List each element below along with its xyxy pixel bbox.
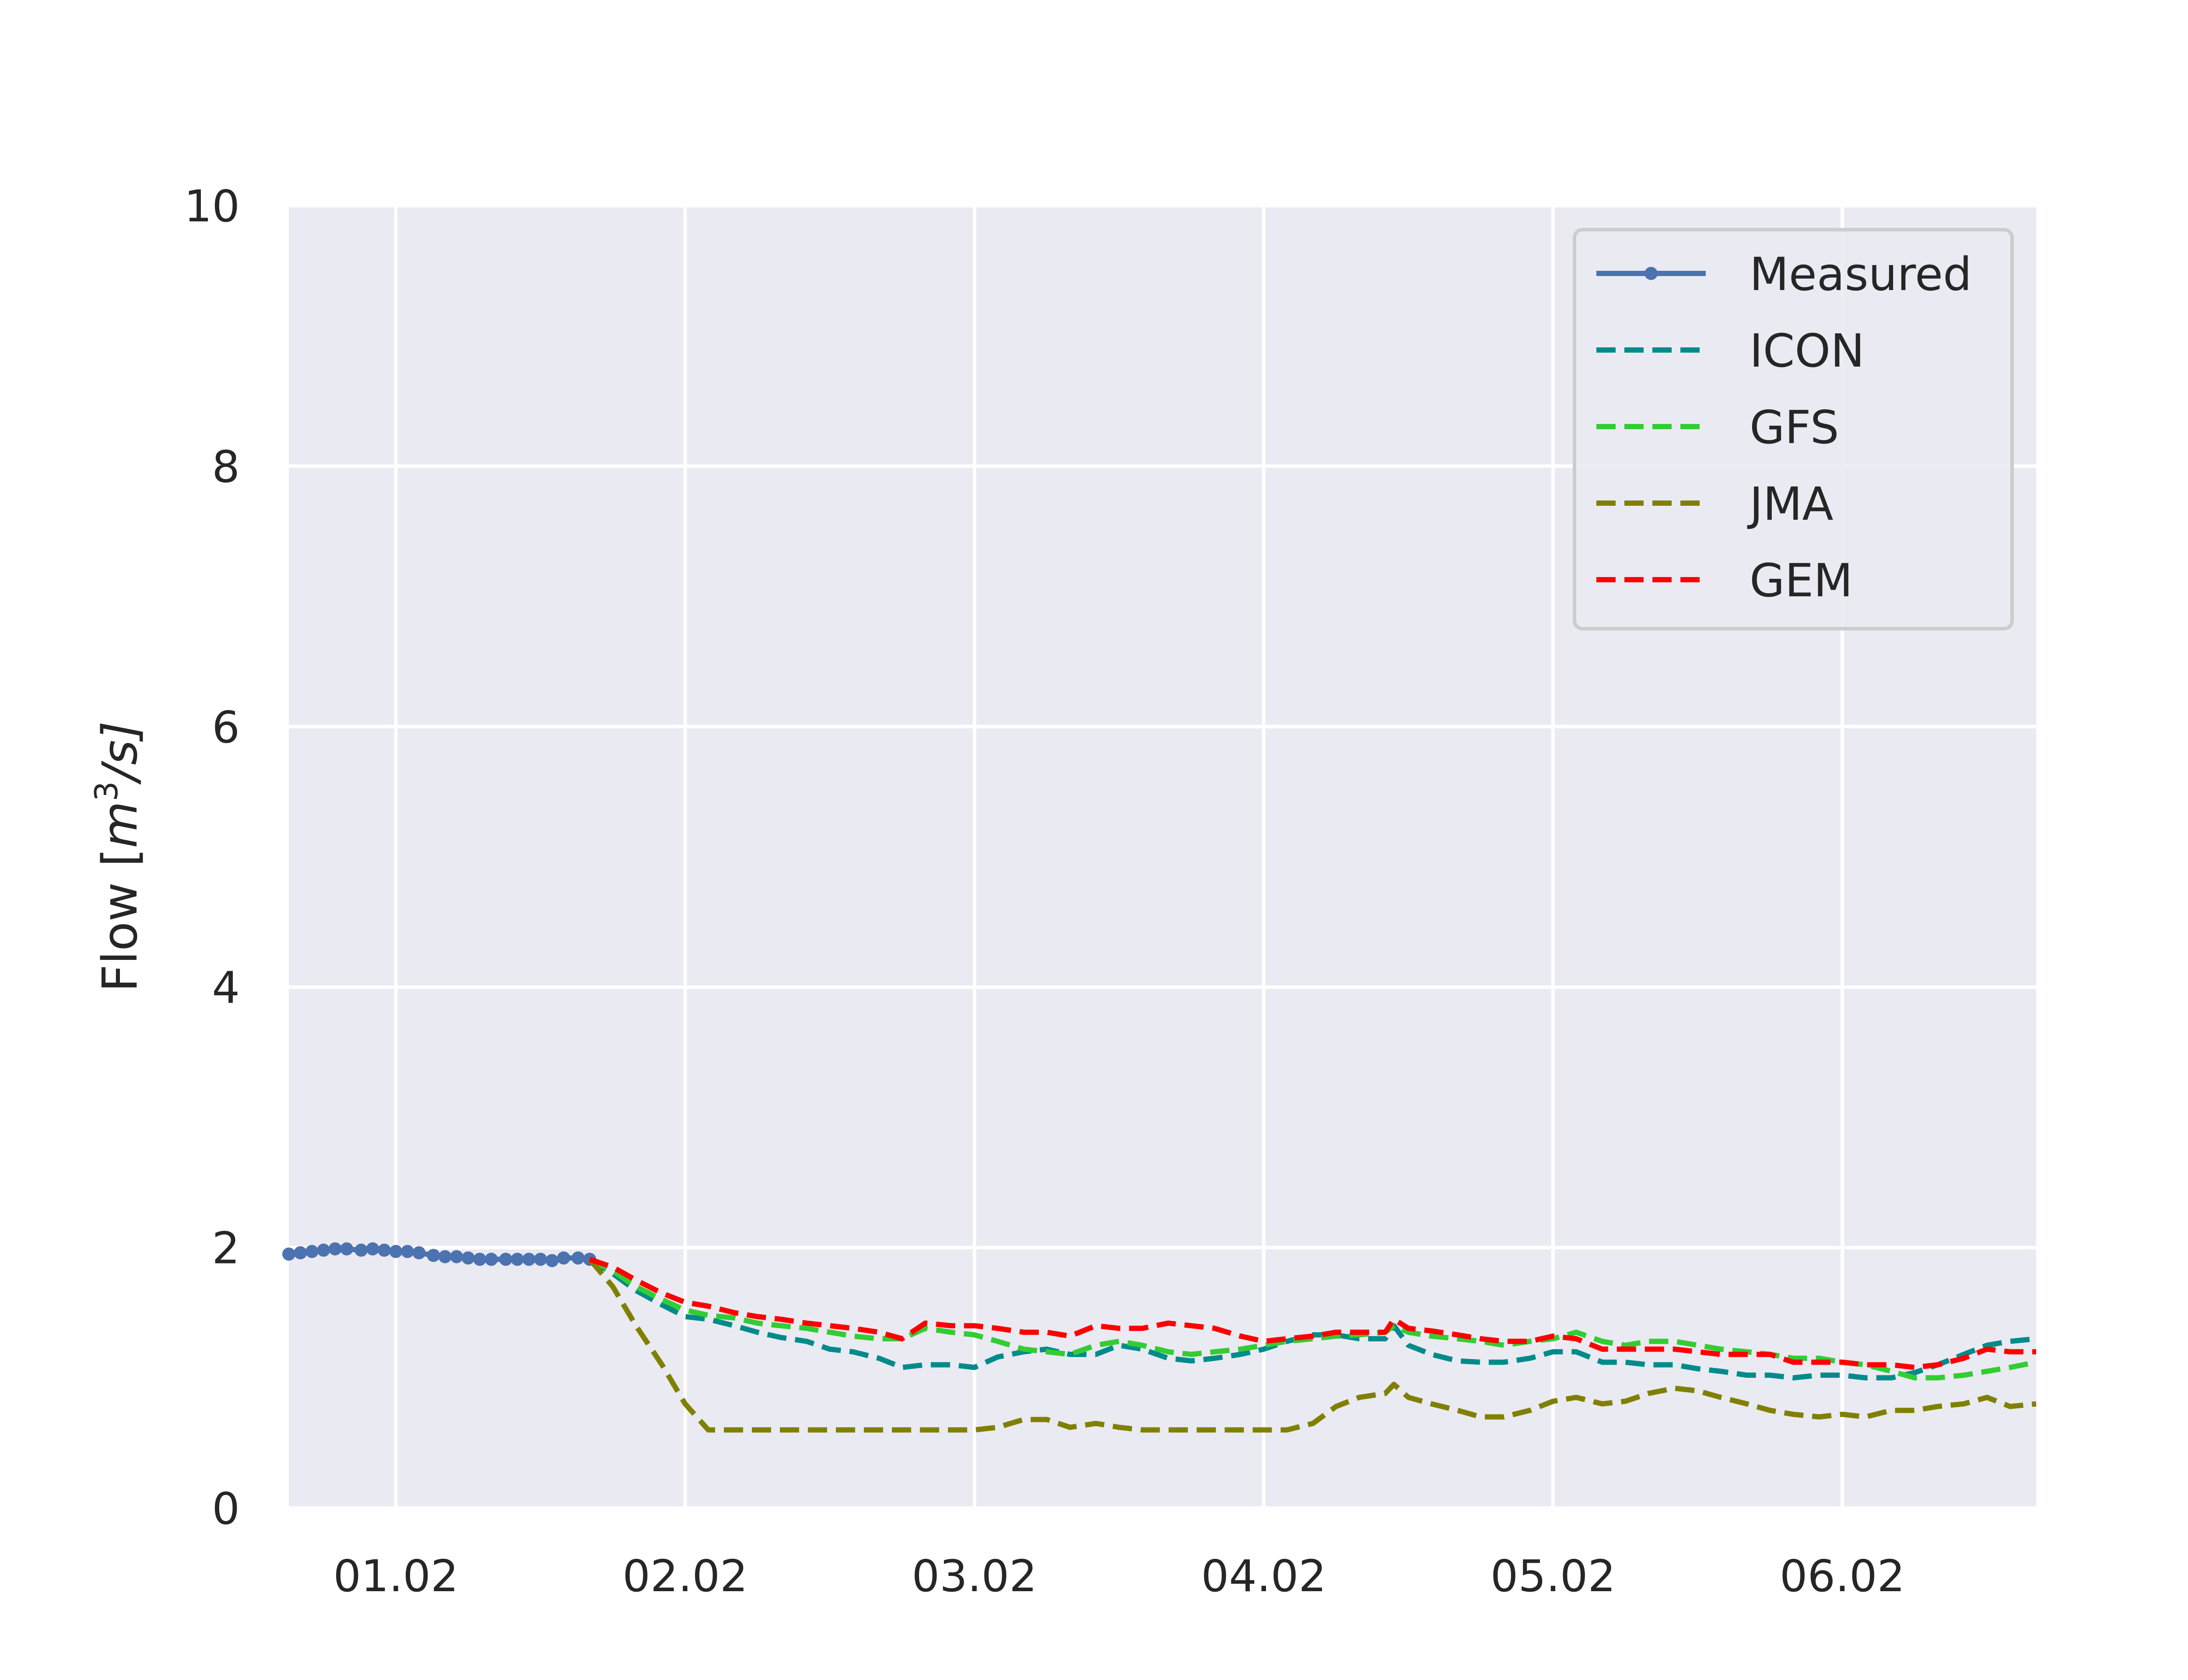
series-line-gem (589, 1256, 2036, 1370)
legend-box (1573, 228, 2014, 630)
x-tick-label: 01.02 (333, 1550, 458, 1602)
y-tick-labels: 0 2 4 6 8 10 (184, 181, 240, 1534)
data-point-measured (499, 1253, 512, 1266)
x-tick-label: 04.02 (1201, 1550, 1326, 1602)
data-point-measured (522, 1253, 536, 1266)
x-tick-label: 02.02 (623, 1550, 748, 1602)
legend-label-icon: ICON (1750, 324, 1865, 378)
x-tick-label: 05.02 (1490, 1550, 1616, 1602)
data-point-measured (294, 1246, 307, 1260)
data-point-measured (389, 1245, 403, 1258)
data-point-measured (473, 1253, 487, 1266)
data-point-measured (572, 1251, 585, 1265)
legend-label-jma: JMA (1747, 477, 1834, 531)
legend-label-gfs: GFS (1750, 401, 1839, 454)
data-point-measured (412, 1246, 426, 1260)
y-tick-label: 2 (212, 1223, 240, 1274)
data-point-measured (484, 1253, 498, 1266)
y-axis-label-prefix: Flow [ (92, 848, 148, 992)
data-point-measured (354, 1243, 368, 1257)
data-point-measured (366, 1242, 379, 1256)
legend-label-gem: GEM (1750, 554, 1853, 607)
legend: Measured ICON GFS JMA GEM (1573, 228, 2014, 630)
y-axis-label-suffix: /s] (92, 721, 148, 785)
data-point-measured (401, 1245, 414, 1258)
data-point-measured (378, 1243, 391, 1257)
series-layer (282, 1242, 2037, 1433)
data-point-measured (305, 1245, 319, 1258)
data-point-measured (511, 1253, 524, 1266)
x-tick-labels: 01.02 02.02 03.02 04.02 05.02 06.02 (333, 1550, 1905, 1602)
series-line-jma (587, 1257, 2037, 1433)
y-axis-label-base: m (92, 801, 148, 848)
legend-label-measured: Measured (1750, 248, 1972, 301)
data-point-measured (534, 1253, 547, 1266)
y-tick-label: 6 (212, 702, 240, 753)
x-tick-label: 06.02 (1780, 1550, 1905, 1602)
legend-marker-measured (1645, 267, 1658, 280)
data-point-measured (461, 1251, 475, 1265)
y-axis-label-sup: 3 (88, 781, 125, 802)
y-tick-label: 8 (212, 441, 240, 492)
y-tick-label: 0 (212, 1483, 240, 1534)
x-tick-label: 03.02 (912, 1550, 1037, 1602)
series-line-gfs (588, 1257, 2037, 1381)
y-tick-label: 4 (212, 962, 240, 1013)
data-point-measured (317, 1243, 330, 1257)
data-point-measured (545, 1254, 559, 1267)
grid-lines (289, 204, 2036, 1510)
data-point-measured (282, 1247, 295, 1261)
data-point-measured (328, 1242, 342, 1256)
data-point-measured (557, 1251, 571, 1265)
data-point-measured (340, 1242, 354, 1256)
data-point-measured (438, 1250, 452, 1264)
y-axis-label: Flow [m3/s] (88, 721, 148, 992)
y-tick-label: 10 (184, 181, 240, 232)
data-point-measured (450, 1250, 463, 1264)
data-point-measured (427, 1249, 440, 1262)
